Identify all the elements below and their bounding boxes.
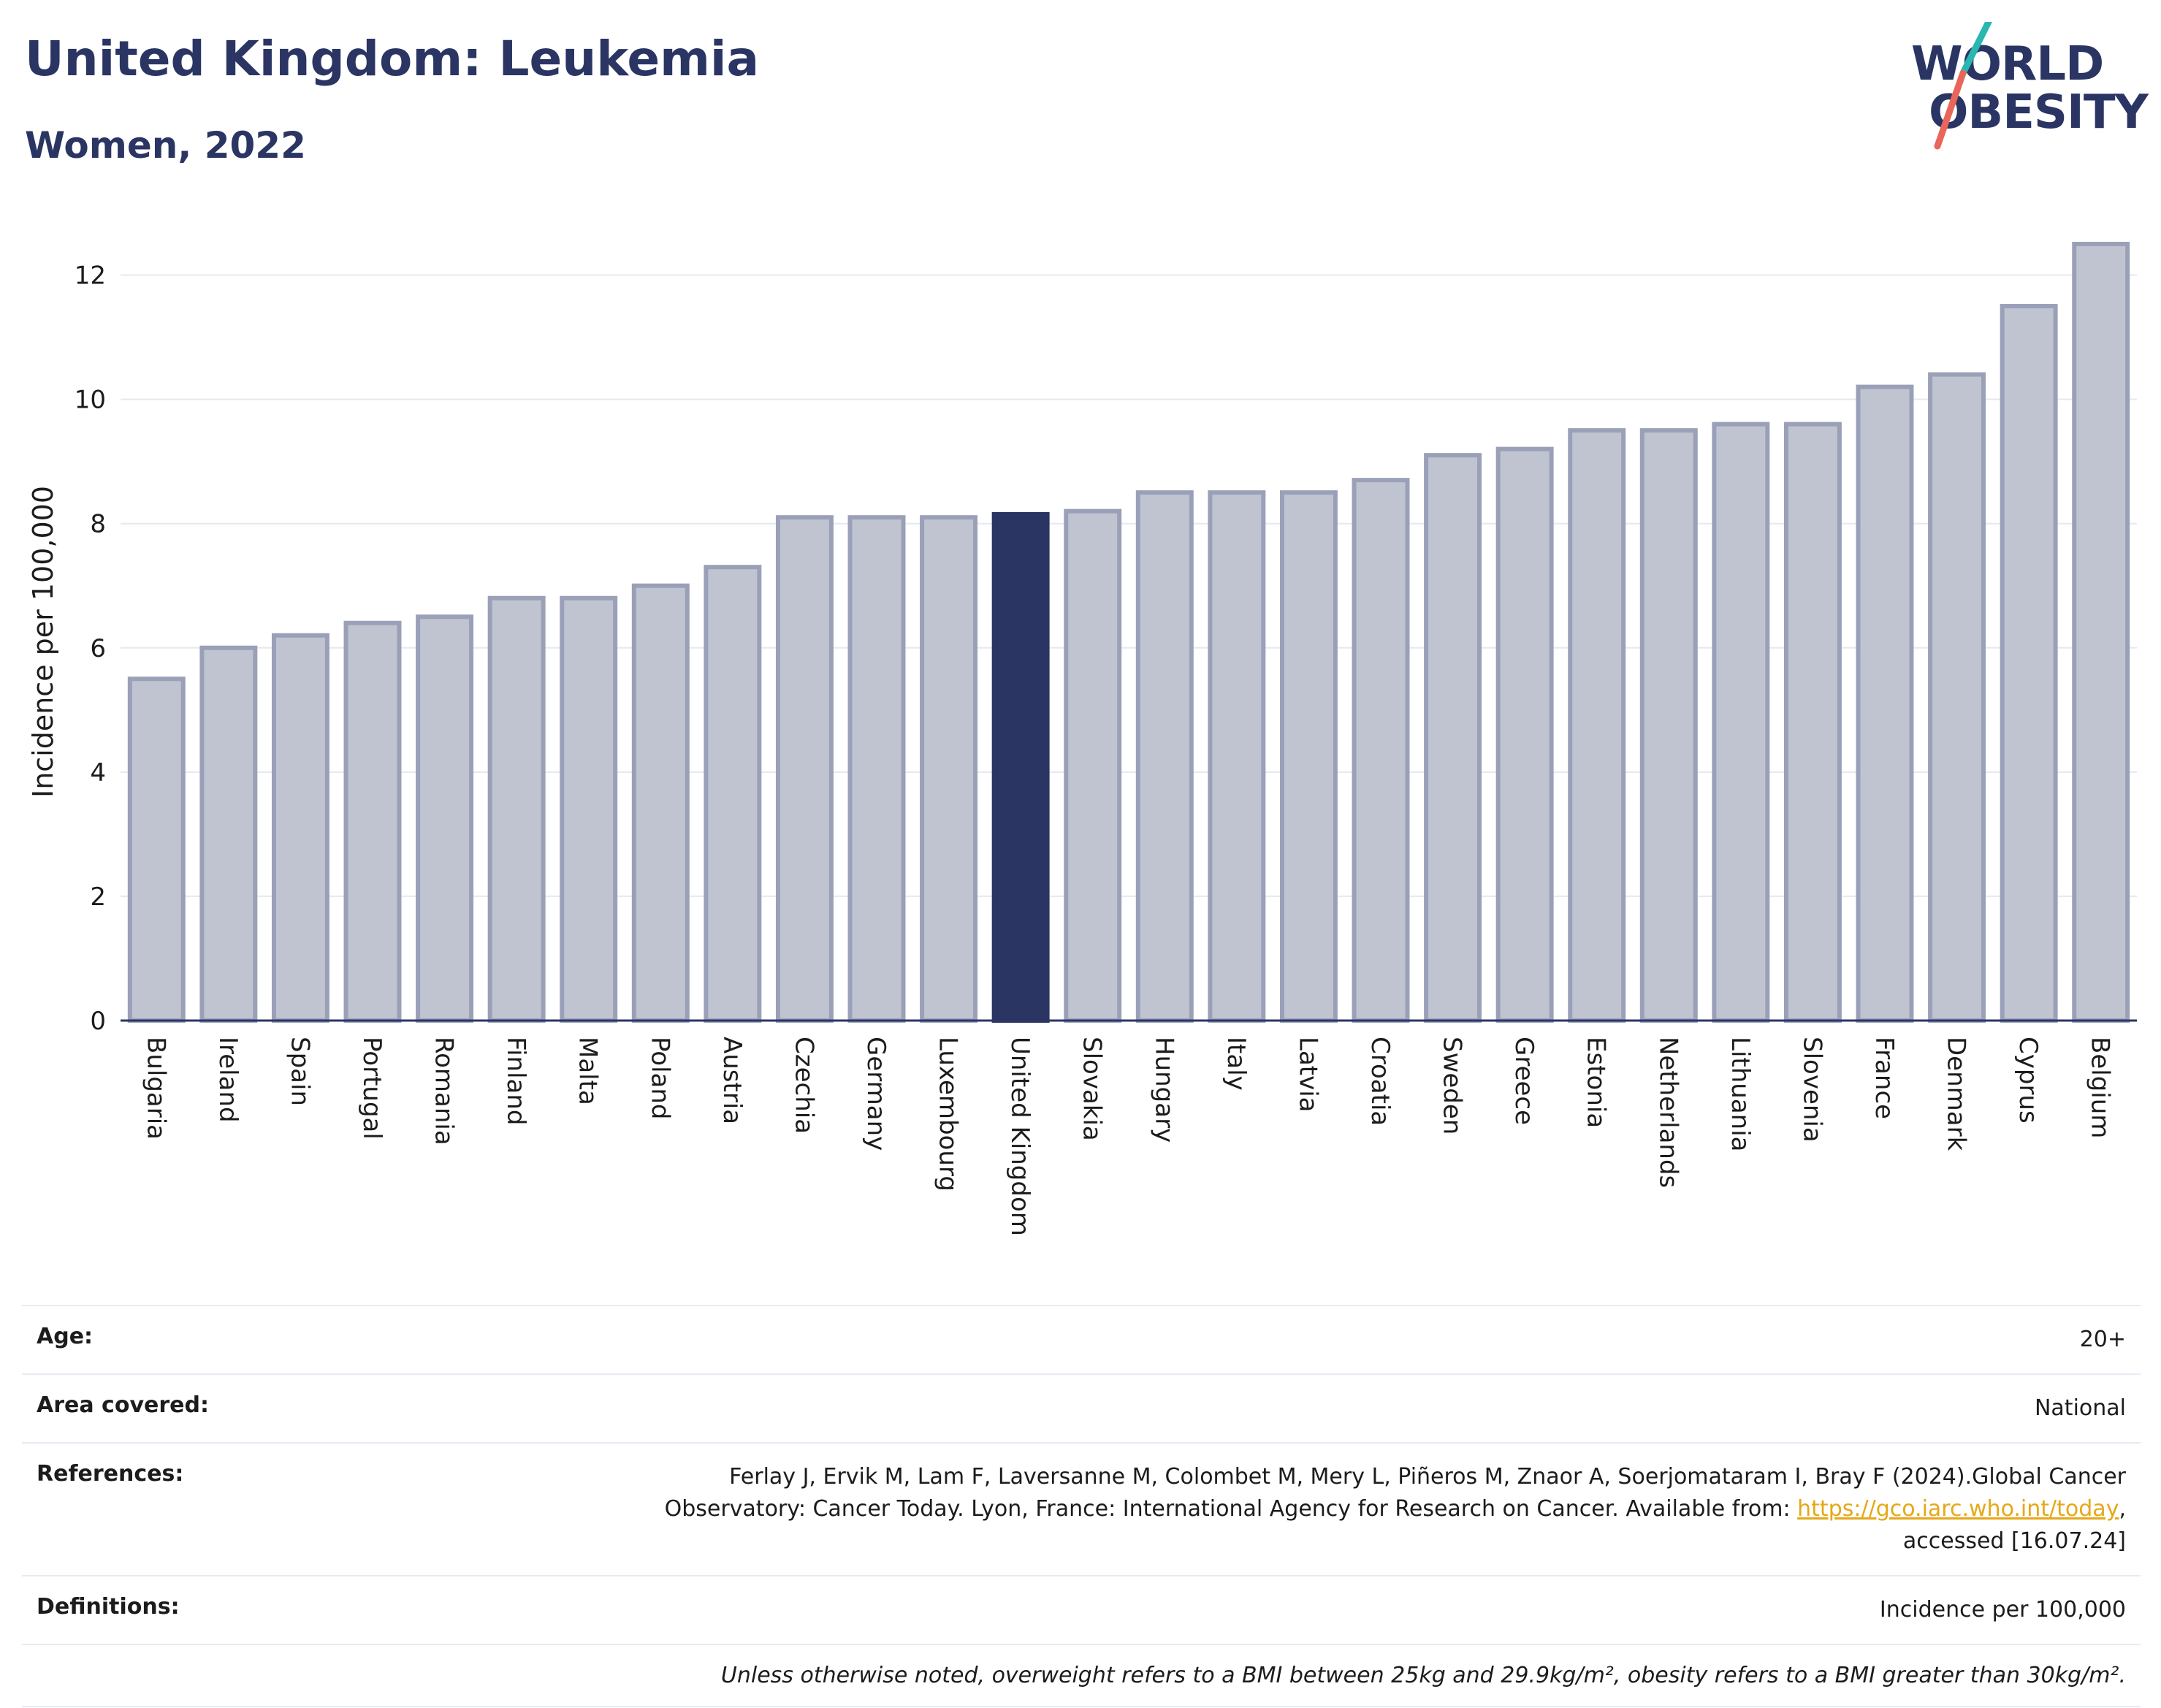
x-tick-label: Slovenia [1797,1037,1826,1143]
references-link[interactable]: https://gco.iarc.who.int/today [1797,1496,2119,1522]
x-tick-label: Czechia [789,1037,818,1134]
bar-germany [847,515,906,1023]
bar-spain [271,633,329,1023]
page-subtitle: Women, 2022 [25,124,306,167]
x-tick-label: Spain [285,1037,314,1106]
y-tick-label: 4 [90,758,106,788]
bar-greece [1495,446,1554,1023]
bar-malta [560,595,618,1023]
meta-references-value: Ferlay J, Ervik M, Lam F, Laversanne M, … [563,1442,2141,1576]
references-line-3: accessed [16.07.24] [1902,1528,2126,1554]
y-tick-label: 0 [90,1007,106,1036]
x-tick-label: Estonia [1582,1037,1611,1128]
references-line-2: Observatory: Cancer Today. Lyon, France:… [577,1493,2126,1525]
bar-poland [631,583,690,1023]
x-tick-label: Germany [861,1037,891,1151]
x-tick-label: Netherlands [1653,1037,1682,1188]
x-tick-label: Lithuania [1726,1037,1755,1151]
bar-luxembourg [920,515,978,1023]
y-tick-labels: 0 2 4 6 8 10 12 [75,262,106,1036]
bar-latvia [1279,490,1338,1023]
x-tick-label: France [1870,1037,1899,1119]
meta-footnote-spacer [22,1644,563,1707]
x-tick-label: Portugal [357,1037,386,1140]
bar-slovakia [1064,508,1122,1023]
bar-slovenia [1783,422,1842,1023]
y-tick-label: 12 [75,262,106,291]
x-tick-label: Austria [717,1037,747,1124]
bar-united-kingdom [991,511,1050,1023]
x-tick-label: Luxembourg [934,1037,963,1192]
x-tick-label: Latvia [1293,1037,1322,1113]
x-tick-label: Bulgaria [141,1037,170,1140]
y-tick-label: 8 [90,510,106,539]
bar-sweden [1424,453,1482,1023]
x-tick-label: Romania [430,1037,459,1145]
meta-row-definitions: Definitions: Incidence per 100,000 [22,1575,2141,1644]
meta-definitions-label: Definitions: [22,1575,563,1644]
x-tick-label: Greece [1509,1037,1539,1125]
bar-italy [1208,490,1266,1023]
references-line-2-suffix: , [2119,1496,2126,1522]
bar-austria [704,565,762,1023]
metadata-table: Age: 20+ Area covered: National Referenc… [22,1305,2141,1707]
bar-finland [487,595,546,1023]
world-obesity-logo: WORLD OBESITY [1899,22,2149,153]
bar-lithuania [1712,422,1770,1023]
bar-denmark [1928,372,1986,1023]
meta-definitions-value: Incidence per 100,000 [563,1575,2141,1644]
logo-text-obesity: OBESITY [1929,85,2149,140]
x-tick-label: Slovakia [1078,1037,1107,1141]
x-tick-label: United Kingdom [1005,1037,1034,1236]
y-tick-label: 10 [75,386,106,415]
bar-hungary [1135,490,1194,1023]
bar-chart: 0 2 4 6 8 10 12 Bulgaria Ireland Spain Portugal Ro… [27,242,2137,1236]
page-title: United Kingdom: Leukemia [25,31,760,87]
bar-estonia [1568,428,1626,1023]
bar-cyprus [2000,304,2058,1023]
bar-netherlands [1639,428,1698,1023]
bar-france [1856,384,1914,1023]
meta-row-references: References: Ferlay J, Ervik M, Lam F, La… [22,1442,2141,1576]
x-tick-label: Denmark [1942,1037,1971,1151]
y-tick-label: 6 [90,634,106,663]
x-tick-label: Croatia [1365,1037,1395,1126]
meta-row-age: Age: 20+ [22,1305,2141,1374]
x-tick-labels: Bulgaria Ireland Spain Portugal Romania Finla… [141,1037,2114,1236]
meta-age-value: 20+ [563,1305,2141,1374]
logo-text-world: WORLD [1911,37,2104,91]
bar-romania [416,614,474,1023]
references-line-2-prefix: Observatory: Cancer Today. Lyon, France:… [664,1496,1798,1522]
x-tick-label: Sweden [1438,1037,1467,1135]
meta-row-area: Area covered: National [22,1373,2141,1443]
y-tick-label: 2 [90,882,106,912]
bar-belgium [2072,242,2130,1023]
x-tick-label: Ireland [213,1037,243,1123]
bars [127,242,2130,1023]
header: United Kingdom: Leukemia Women, 2022 WOR… [0,0,2161,183]
meta-footnote: Unless otherwise noted, overweight refer… [563,1644,2141,1707]
meta-area-label: Area covered: [22,1373,563,1443]
bar-portugal [343,620,402,1023]
x-tick-label: Hungary [1149,1037,1178,1143]
x-tick-label: Cyprus [2013,1037,2043,1124]
x-tick-label: Italy [1221,1037,1251,1091]
bar-czechia [775,515,834,1023]
bar-croatia [1352,478,1410,1023]
references-line-1: Ferlay J, Ervik M, Lam F, Laversanne M, … [729,1464,2126,1490]
meta-references-label: References: [22,1442,563,1576]
x-tick-label: Malta [573,1037,603,1105]
bar-bulgaria [127,676,186,1023]
x-tick-label: Finland [501,1037,530,1126]
x-tick-label: Belgium [2086,1037,2115,1138]
x-tick-label: Poland [645,1037,674,1120]
meta-row-footnote: Unless otherwise noted, overweight refer… [22,1644,2141,1707]
meta-area-value: National [563,1373,2141,1443]
y-axis-title: Incidence per 100,000 [27,486,59,798]
logo-slash-icon [1934,22,1992,150]
meta-age-label: Age: [22,1305,563,1374]
bar-ireland [199,645,258,1023]
